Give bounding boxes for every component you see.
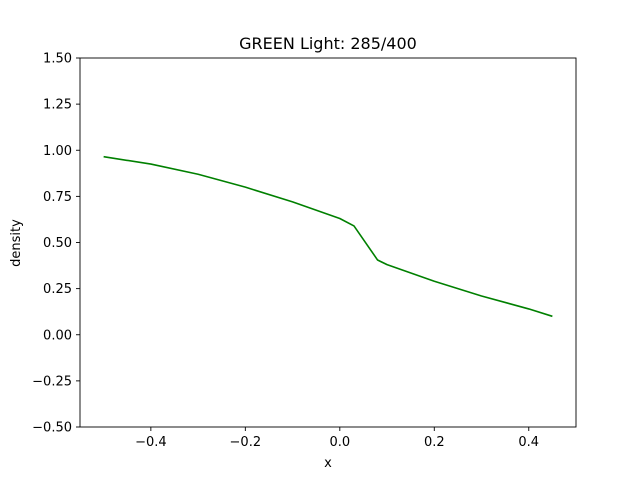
x-tick-label: −0.2: [230, 435, 262, 450]
y-axis-label: density: [9, 219, 24, 267]
plot-area: [79, 57, 577, 428]
y-tick-label: 0.00: [43, 328, 72, 343]
y-tick-label: 0.25: [43, 282, 72, 297]
y-tick-label: 1.50: [43, 52, 72, 67]
y-tick-label: 1.00: [43, 144, 72, 159]
x-axis-label: x: [324, 456, 332, 471]
y-tick-label: 0.50: [43, 236, 72, 251]
x-tick-label: 0.0: [329, 435, 350, 450]
y-tick-label: 1.25: [43, 98, 72, 113]
x-axis-ticks: −0.4 −0.2 0.0 0.2 0.4: [135, 427, 539, 450]
x-tick-label: −0.4: [135, 435, 167, 450]
chart-title: GREEN Light: 285/400: [239, 34, 417, 53]
y-tick-label: −0.25: [32, 374, 72, 389]
x-tick-label: 0.4: [518, 435, 539, 450]
y-tick-label: −0.50: [32, 421, 72, 436]
y-tick-label: 0.75: [43, 190, 72, 205]
plot-frame: [79, 57, 577, 428]
x-tick-label: 0.2: [424, 435, 445, 450]
series-line-0: [103, 155, 553, 318]
y-axis-ticks: −0.50 −0.25 0.00 0.25 0.50 0.75 1.00 1.25 1.50: [32, 52, 80, 436]
